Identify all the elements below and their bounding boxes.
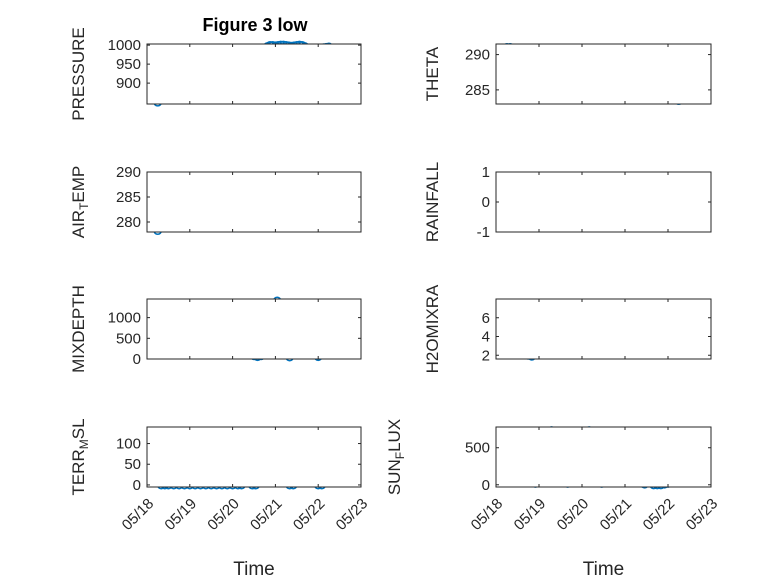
y-tick-label: 1000 [108, 310, 141, 327]
y-tick-label: 900 [116, 75, 141, 92]
y-tick-label: 1 [482, 164, 490, 181]
y-tick-label: 100 [116, 436, 141, 453]
axes-frame [146, 298, 362, 360]
y-tick-label: 4 [482, 329, 490, 346]
y-tick-label: 0 [482, 477, 490, 494]
y-tick-label: 290 [465, 47, 490, 64]
axes-frame [146, 43, 362, 105]
x-tick-label: 05/21 [597, 495, 636, 534]
x-tick-label: 05/21 [247, 495, 286, 534]
y-tick-label: 500 [116, 330, 141, 347]
x-tick-label: 05/22 [640, 495, 679, 534]
y-axis-label: THETA [423, 46, 442, 101]
subplot-terr-msl: 0 50 100 05/18 05/19 05/20 05/21 05/22 05/23 TERR… [69, 418, 371, 580]
x-tick-label: 05/22 [290, 495, 329, 534]
y-tick-label: 0 [133, 477, 141, 494]
y-axis-label: SUNFLUX [385, 419, 407, 495]
y-tick-label: 0 [482, 194, 490, 211]
x-tick-label: 05/23 [333, 495, 372, 534]
y-tick-label: 0 [133, 351, 141, 368]
subplot-rainfall: -1 0 1 RAINFALL [423, 162, 712, 242]
x-tick-label: 05/19 [511, 495, 550, 534]
subplot-theta: 285 290 THETA [423, 42, 712, 106]
y-tick-label: 290 [116, 164, 141, 181]
x-tick-label: 05/23 [683, 495, 722, 534]
y-axis-label: RAINFALL [423, 162, 442, 242]
y-tick-label: -1 [477, 224, 490, 241]
figure-title: Figure 3 low [202, 15, 308, 35]
subplot-h2omixra: 24 6 H2OMIXRA [423, 284, 712, 373]
x-tick-label: 05/20 [554, 495, 593, 534]
x-axis-label: Time [233, 559, 275, 580]
y-axis-label: TERRMSL [69, 418, 91, 495]
subplot-mixdepth: 0 500 1000 MIXDEPTH [69, 285, 362, 373]
y-tick-label: 1000 [108, 37, 141, 54]
y-tick-label: 285 [465, 82, 490, 99]
y-tick-label: 280 [116, 214, 141, 231]
y-tick-label: 950 [116, 56, 141, 73]
y-tick-label: 2 [482, 347, 490, 364]
x-tick-label: 05/19 [161, 495, 200, 534]
x-tick-label: 05/18 [119, 495, 158, 534]
y-tick-label: 50 [124, 456, 141, 473]
y-axis-label: H2OMIXRA [423, 284, 442, 373]
x-tick-label: 05/18 [468, 495, 507, 534]
subplot-pressure: 900 950 1000 PRESSURE [69, 27, 362, 121]
subplot-sun-flux: 0 500 05/18 05/19 05/20 05/21 05/22 05/23 SUNFLU… [385, 419, 721, 580]
axes-frame [146, 171, 362, 233]
y-tick-label: 6 [482, 310, 490, 327]
axes-frame [146, 426, 362, 488]
x-tick-label: 05/20 [204, 495, 243, 534]
y-axis-label: PRESSURE [69, 27, 88, 121]
axes-frame [495, 426, 712, 488]
axes-frame [495, 171, 712, 233]
y-axis-label: AIRTEMP [69, 166, 91, 239]
axes-frame [495, 298, 712, 360]
y-tick-label: 285 [116, 189, 141, 206]
y-tick-label: 500 [465, 440, 490, 457]
subplot-air-temp: 280 285 290 AIRTEMP [69, 164, 362, 239]
axes-frame [495, 43, 712, 105]
y-axis-label: MIXDEPTH [69, 285, 88, 373]
x-axis-label: Time [583, 559, 625, 580]
